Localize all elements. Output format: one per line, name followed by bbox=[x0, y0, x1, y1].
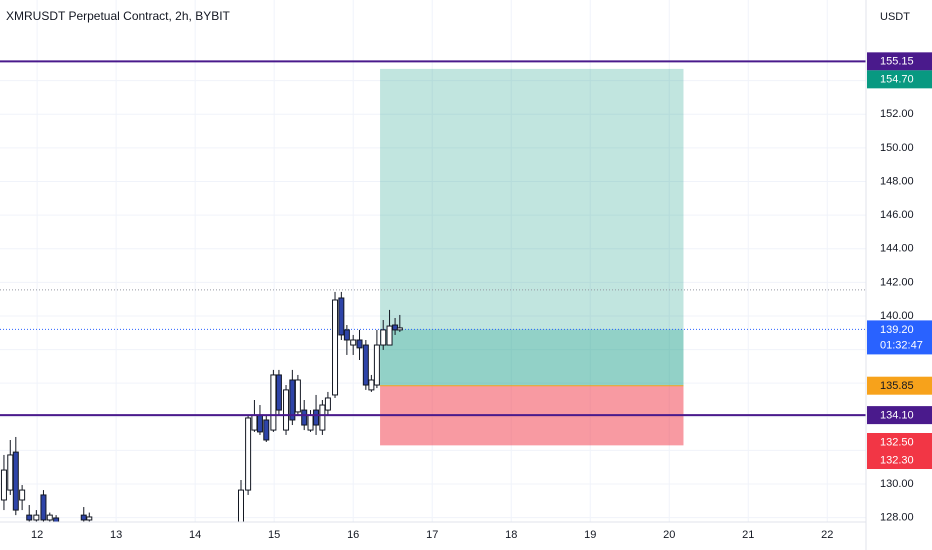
x-tick-label: 14 bbox=[189, 529, 201, 541]
candle-body bbox=[338, 297, 345, 336]
price-badge bbox=[867, 376, 932, 395]
price-badge-label: 132.30 bbox=[880, 454, 914, 466]
candle-body bbox=[294, 379, 301, 413]
price-badge-label: 134.10 bbox=[880, 410, 914, 422]
candle-body bbox=[283, 389, 290, 431]
y-tick-label: 152.00 bbox=[880, 108, 914, 120]
y-tick-label: 130.00 bbox=[880, 478, 914, 490]
x-tick-label: 21 bbox=[742, 529, 754, 541]
candle-body bbox=[26, 514, 33, 521]
candle-body bbox=[396, 327, 403, 331]
chart-title: XMRUSDT Perpetual Contract, 2h, BYBIT bbox=[6, 9, 231, 23]
price-badge-label: 135.85 bbox=[880, 380, 914, 392]
x-tick-label: 20 bbox=[663, 529, 675, 541]
candle-body bbox=[380, 329, 387, 346]
price-badge bbox=[867, 406, 932, 425]
candle-body bbox=[350, 339, 357, 346]
candle-body bbox=[324, 397, 331, 411]
x-tick-label: 17 bbox=[426, 529, 438, 541]
price-badge bbox=[867, 52, 932, 71]
candle-body bbox=[33, 514, 40, 521]
currency-label: USDT bbox=[880, 11, 910, 23]
candle-body bbox=[245, 417, 252, 491]
x-tick-label: 22 bbox=[821, 529, 833, 541]
countdown-label: 01:32:47 bbox=[880, 339, 923, 351]
price-badge-label: 139.20 bbox=[880, 324, 914, 336]
candle-body bbox=[289, 379, 296, 421]
open-profit-zone bbox=[380, 329, 684, 386]
candle-body bbox=[46, 514, 53, 521]
candle-body bbox=[368, 379, 375, 391]
candle-body bbox=[275, 374, 282, 411]
candle-body bbox=[307, 414, 314, 431]
y-tick-label: 140.00 bbox=[880, 310, 914, 322]
candle-body bbox=[301, 409, 308, 426]
target-zone bbox=[380, 68, 684, 386]
candle-body bbox=[319, 404, 326, 431]
candle-body bbox=[86, 516, 93, 521]
candle-body bbox=[53, 517, 60, 522]
candle-body bbox=[386, 325, 393, 346]
axis-labels: 1213141516171819202122128.00130.00132.00… bbox=[31, 52, 932, 541]
y-tick-label: 148.00 bbox=[880, 175, 914, 187]
candle-body bbox=[332, 299, 339, 396]
price-badge bbox=[867, 451, 932, 470]
plot-area bbox=[0, 60, 866, 522]
candle-body bbox=[256, 414, 263, 433]
candle-body bbox=[12, 451, 19, 511]
candle-body bbox=[80, 514, 87, 521]
candle-body bbox=[0, 469, 7, 501]
price-badge bbox=[867, 70, 932, 89]
candle-body bbox=[373, 344, 380, 386]
candle-body bbox=[237, 489, 244, 522]
candle-body bbox=[343, 329, 350, 341]
candle-body bbox=[7, 454, 14, 491]
y-tick-label: 144.00 bbox=[880, 243, 914, 255]
x-tick-label: 15 bbox=[268, 529, 280, 541]
price-badge bbox=[867, 320, 932, 355]
candle-body bbox=[313, 409, 320, 426]
y-tick-label: 142.00 bbox=[880, 276, 914, 288]
candle-body bbox=[270, 374, 277, 431]
candle-body bbox=[356, 339, 363, 349]
x-tick-label: 16 bbox=[347, 529, 359, 541]
y-tick-label: 146.00 bbox=[880, 209, 914, 221]
price-badge bbox=[867, 433, 932, 452]
time-axis bbox=[0, 522, 866, 550]
candle-body bbox=[251, 414, 258, 431]
y-tick-label: 150.00 bbox=[880, 142, 914, 154]
candle-body bbox=[19, 489, 26, 501]
x-tick-label: 18 bbox=[505, 529, 517, 541]
x-tick-label: 13 bbox=[110, 529, 122, 541]
candle-body bbox=[362, 344, 369, 386]
price-badge-label: 132.50 bbox=[880, 436, 914, 448]
price-badge-label: 155.15 bbox=[880, 56, 914, 68]
x-tick-label: 19 bbox=[584, 529, 596, 541]
candle-body bbox=[263, 419, 270, 441]
y-tick-label: 128.00 bbox=[880, 512, 914, 524]
price-badge-label: 154.70 bbox=[880, 74, 914, 86]
candle-body bbox=[40, 494, 47, 521]
x-tick-label: 12 bbox=[31, 529, 43, 541]
